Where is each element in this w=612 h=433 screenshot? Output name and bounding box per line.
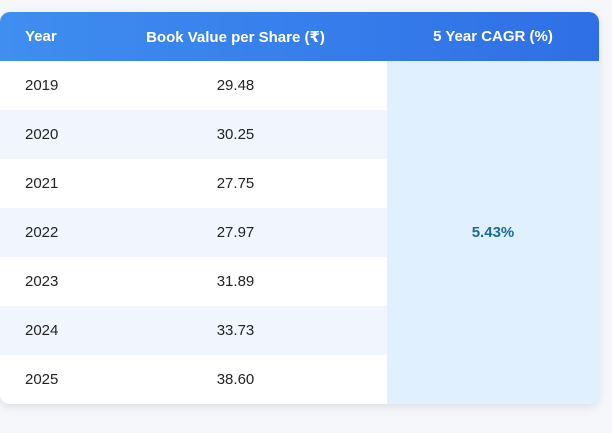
year-cell: 2022 xyxy=(0,208,84,257)
year-cell: 2019 xyxy=(0,61,84,110)
book-value-cell: 29.48 xyxy=(84,61,387,110)
table-row: 2019 29.48 5.43% xyxy=(0,61,599,404)
book-value-table: Year Book Value per Share (₹) 5 Year CAG… xyxy=(0,12,599,404)
table-row: 2025 38.60 xyxy=(0,355,599,404)
table-row: 2021 27.75 xyxy=(0,159,599,208)
year-cell: 2020 xyxy=(0,110,84,159)
cagr-value-cell: 5.43% xyxy=(387,61,599,404)
table-row: 2023 31.89 xyxy=(0,257,599,306)
year-cell: 2024 xyxy=(0,306,84,355)
table-row: 2020 30.25 xyxy=(0,110,599,159)
book-value-cell: 30.25 xyxy=(84,110,387,159)
book-value-cell: 27.75 xyxy=(84,159,387,208)
year-cell: 2023 xyxy=(0,257,84,306)
table-row: 2022 27.97 xyxy=(0,208,599,257)
column-header-year: Year xyxy=(25,28,57,45)
year-cell: 2021 xyxy=(0,159,84,208)
book-value-table-card: Year Book Value per Share (₹) 5 Year CAG… xyxy=(0,12,599,404)
book-value-cell: 38.60 xyxy=(84,355,387,404)
book-value-cell: 33.73 xyxy=(84,306,387,355)
book-value-cell: 31.89 xyxy=(84,257,387,306)
table-row: 2024 33.73 xyxy=(0,306,599,355)
year-cell: 2025 xyxy=(0,355,84,404)
column-header-book-value: Book Value per Share (₹) xyxy=(146,28,325,46)
column-header-cagr: 5 Year CAGR (%) xyxy=(433,28,553,45)
book-value-cell: 27.97 xyxy=(84,208,387,257)
table-header-row: Year Book Value per Share (₹) 5 Year CAG… xyxy=(0,12,599,61)
